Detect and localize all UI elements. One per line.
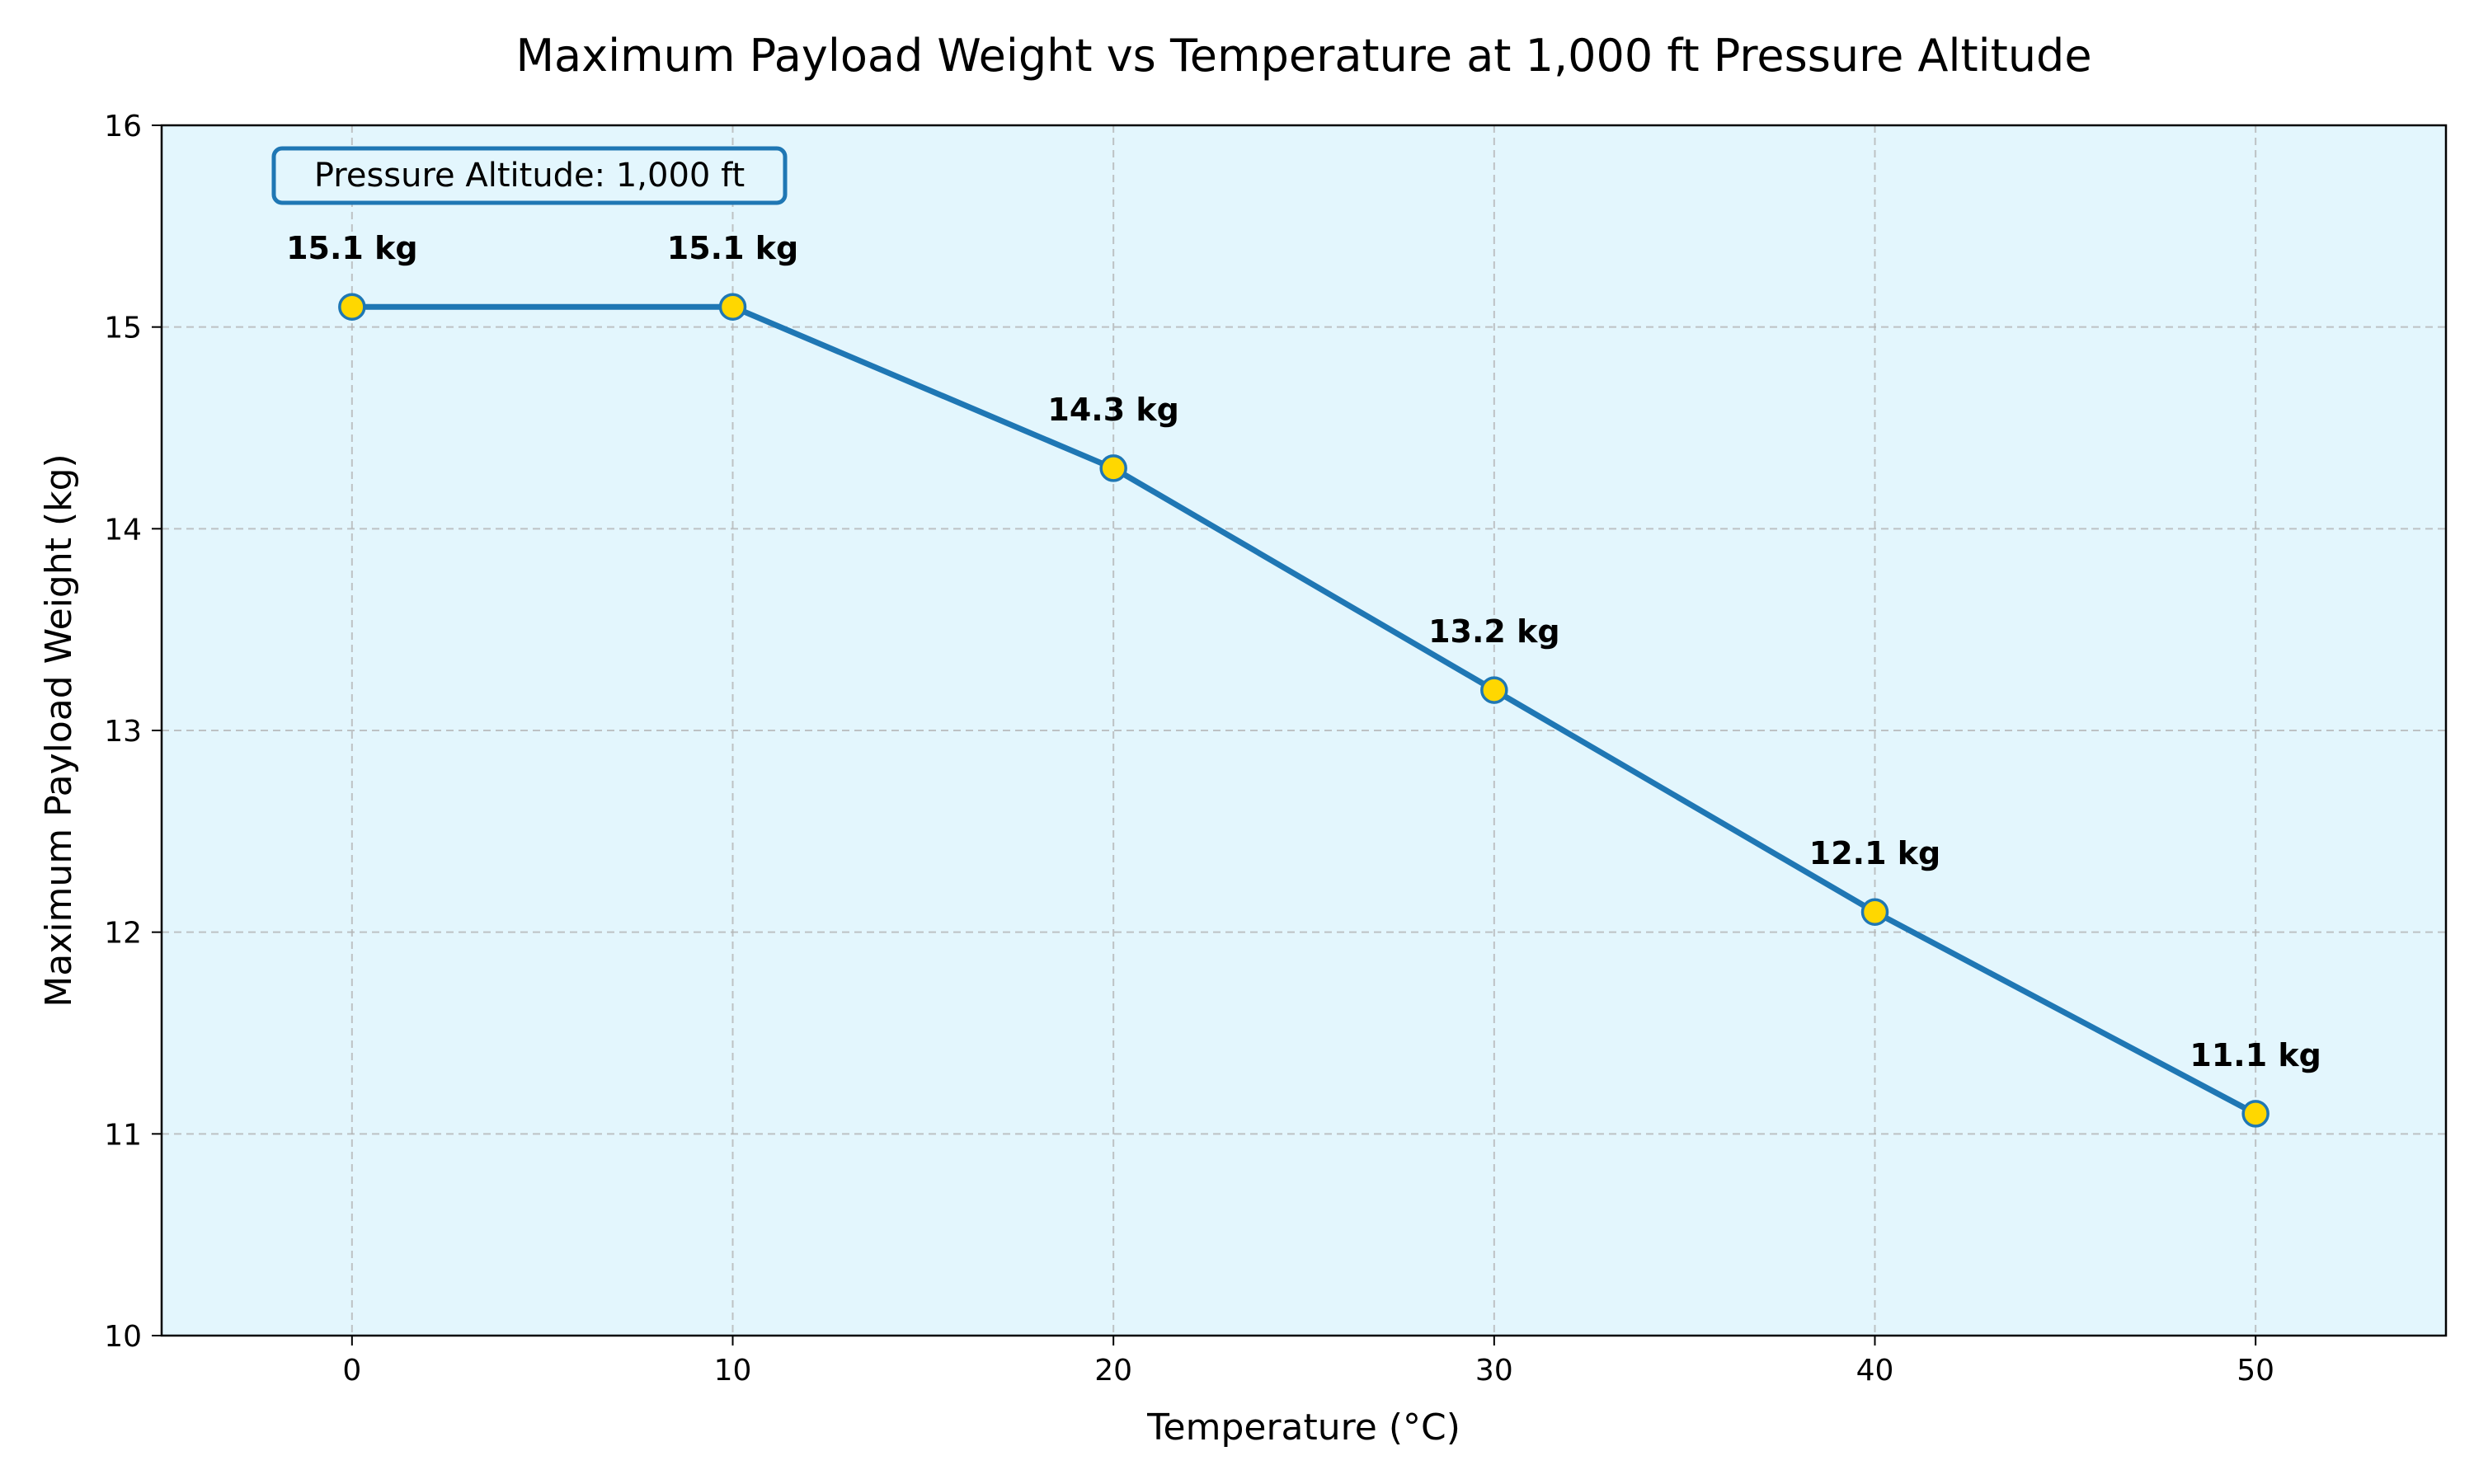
data-point-label: 15.1 kg — [667, 230, 798, 266]
y-tick-label: 16 — [104, 110, 142, 143]
data-point-marker — [1099, 454, 1127, 482]
data-point-label: 12.1 kg — [1809, 835, 1940, 871]
x-tick-label: 30 — [1475, 1354, 1513, 1388]
data-point-marker — [338, 293, 366, 321]
data-point-label: 13.2 kg — [1428, 613, 1559, 650]
annotation-text: Pressure Altitude: 1,000 ft — [314, 157, 745, 195]
marker-layer — [338, 293, 2269, 1128]
data-point-marker — [718, 293, 747, 321]
data-point-marker — [1480, 676, 1508, 704]
y-tick-label: 14 — [104, 513, 142, 547]
data-point-label: 15.1 kg — [286, 230, 417, 266]
x-tick-label: 0 — [342, 1354, 361, 1388]
data-point-marker — [2241, 1100, 2269, 1128]
x-tick-label: 50 — [2236, 1354, 2274, 1388]
y-tick-label: 11 — [104, 1118, 142, 1152]
x-axis-label: Temperature (°C) — [1146, 1407, 1460, 1449]
x-tick-label: 40 — [1856, 1354, 1894, 1388]
y-tick-label: 12 — [104, 917, 142, 951]
series-line-layer — [349, 303, 2259, 1117]
y-axis-label: Maximum Payload Weight (kg) — [38, 453, 80, 1007]
y-tick-label: 13 — [104, 715, 142, 749]
chart-title: Maximum Payload Weight vs Temperature at… — [515, 30, 2091, 82]
data-point-label: 14.3 kg — [1047, 392, 1178, 428]
axis-ticks: 0 10 20 30 40 50 10 11 12 13 14 15 16 — [104, 110, 2274, 1388]
y-tick-label: 10 — [104, 1320, 142, 1354]
x-tick-label: 20 — [1094, 1354, 1132, 1388]
series-line — [349, 303, 2259, 1117]
data-point-marker — [1860, 898, 1889, 926]
data-label-layer: 15.1 kg 15.1 kg 14.3 kg 13.2 kg 12.1 kg 11.1 … — [286, 230, 2321, 1073]
y-tick-label: 15 — [104, 312, 142, 345]
annotation-box: Pressure Altitude: 1,000 ft — [271, 146, 788, 205]
data-point-label: 11.1 kg — [2189, 1037, 2321, 1073]
x-tick-label: 10 — [714, 1354, 752, 1388]
annotation-frame — [271, 146, 788, 205]
